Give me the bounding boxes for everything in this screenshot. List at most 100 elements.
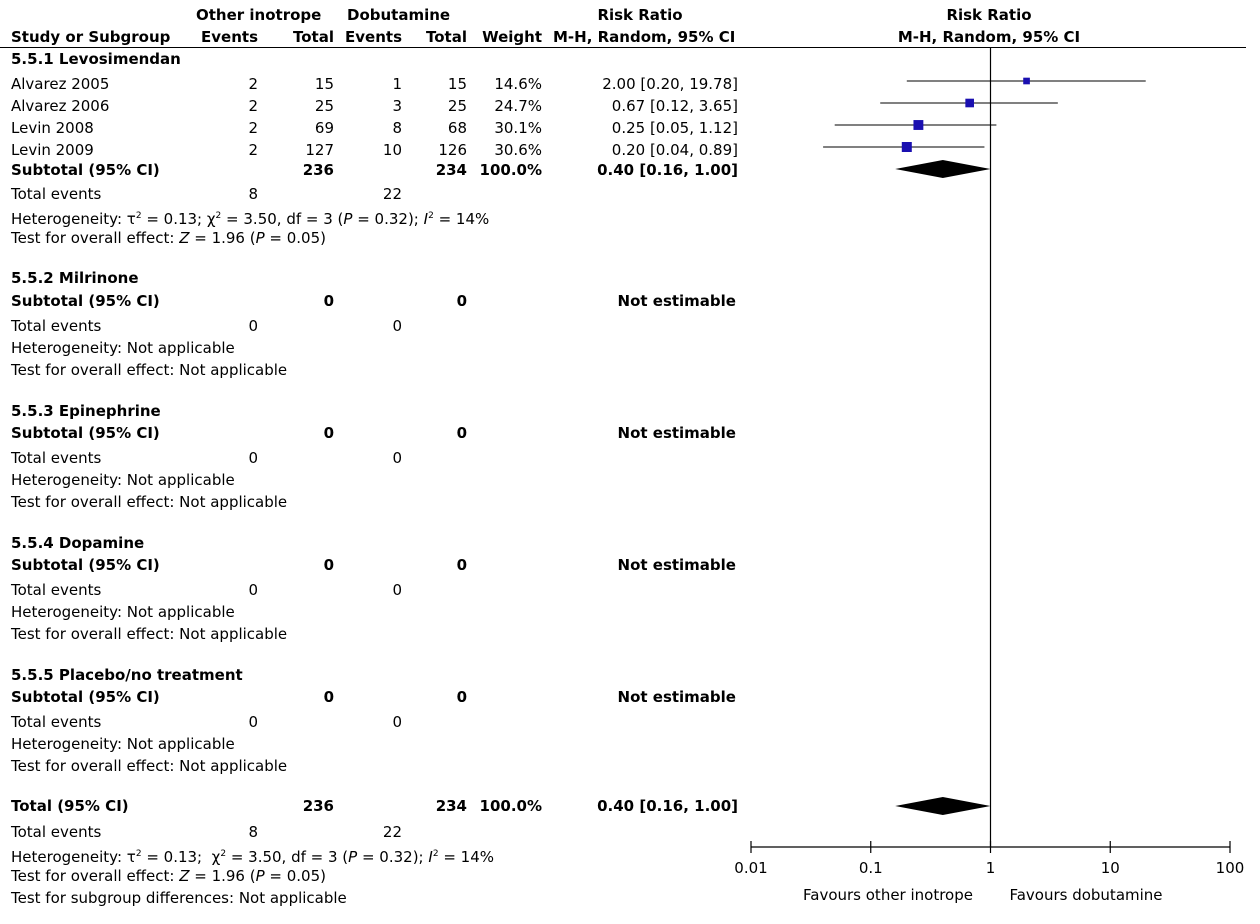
subgroup-title: 5.5.2 Milrinone	[11, 269, 139, 287]
col-total2: Total	[426, 28, 467, 46]
subtotal-label: Subtotal (95% CI)	[11, 556, 160, 574]
events2: 8	[392, 119, 402, 137]
subtotal-total2: 0	[456, 556, 467, 574]
total-events2: 0	[392, 317, 402, 335]
total-events2: 0	[392, 581, 402, 599]
risk-ratio: 2.00 [0.20, 19.78]	[602, 75, 738, 93]
col-study: Study or Subgroup	[11, 28, 171, 46]
overall-effect-text: Test for overall effect: Not applicable	[11, 361, 288, 379]
subtotal-rr: Not estimable	[617, 292, 736, 310]
total-rr: 0.40 [0.16, 1.00]	[597, 797, 738, 815]
events2: 1	[392, 75, 402, 93]
subgroup-title: 5.5.3 Epinephrine	[11, 402, 161, 420]
events1: 2	[248, 97, 258, 115]
heterogeneity-text: Heterogeneity: τ2 = 0.13; χ2 = 3.50, df …	[11, 210, 490, 228]
total-events2: 0	[392, 449, 402, 467]
total1: 15	[314, 75, 334, 93]
study-name: Levin 2009	[11, 141, 94, 159]
subtotal-total2: 0	[456, 292, 467, 310]
subtotal-rr: 0.40 [0.16, 1.00]	[597, 161, 738, 179]
rr-method: M-H, Random, 95% CI	[553, 28, 736, 46]
total-events-label: Total events	[11, 581, 102, 599]
total-label: Total (95% CI)	[11, 797, 129, 815]
subtotal-total1: 0	[323, 292, 334, 310]
subtotal-rr: Not estimable	[617, 424, 736, 442]
study-name: Levin 2008	[11, 119, 94, 137]
total2: 126	[438, 141, 467, 159]
study-marker	[965, 98, 974, 108]
weight: 24.7%	[494, 97, 542, 115]
study-marker	[901, 142, 912, 152]
total-events-label: Total events	[11, 449, 102, 467]
total-events1: 0	[248, 317, 258, 335]
x-tick-label: 10	[1101, 859, 1120, 877]
favours-left-label: Favours other inotrope	[803, 886, 973, 904]
total-events1: 0	[248, 449, 258, 467]
total1: 127	[305, 141, 334, 159]
x-tick-label: 100	[1216, 859, 1245, 877]
total-events1: 8	[248, 823, 258, 841]
weight: 14.6%	[494, 75, 542, 93]
total2: 15	[447, 75, 467, 93]
total2: 68	[447, 119, 467, 137]
favours-right-label: Favours dobutamine	[1009, 886, 1162, 904]
events1: 2	[248, 141, 258, 159]
subtotal-diamond	[895, 160, 991, 178]
subtotal-total2: 0	[456, 424, 467, 442]
subtotal-total2: 0	[456, 688, 467, 706]
total-total1: 236	[302, 797, 334, 815]
subtotal-label: Subtotal (95% CI)	[11, 161, 160, 179]
col-weight: Weight	[482, 28, 542, 46]
risk-ratio: 0.20 [0.04, 0.89]	[611, 141, 738, 159]
subtotal-rr: Not estimable	[617, 556, 736, 574]
group1-header: Other inotrope	[196, 6, 322, 24]
total-events2: 22	[382, 823, 402, 841]
total-weight: 100.0%	[479, 797, 542, 815]
weight: 30.1%	[494, 119, 542, 137]
subgroup-differences-text: Test for subgroup differences: Not appli…	[11, 889, 347, 907]
rr-title: Risk Ratio	[597, 6, 683, 24]
overall-effect-text: Test for overall effect: Z = 1.96 (P = 0…	[11, 229, 326, 247]
x-tick-label: 1	[986, 859, 996, 877]
total-events2: 22	[382, 185, 402, 203]
subtotal-total1: 0	[323, 556, 334, 574]
total-events1: 8	[248, 185, 258, 203]
weight: 30.6%	[494, 141, 542, 159]
total-events1: 0	[248, 581, 258, 599]
overall-effect-text: Test for overall effect: Not applicable	[11, 757, 288, 775]
study-marker	[1023, 77, 1030, 85]
total-events-label: Total events	[11, 185, 102, 203]
heterogeneity-text: Heterogeneity: Not applicable	[11, 471, 235, 489]
total1: 69	[314, 119, 334, 137]
group2-header: Dobutamine	[347, 6, 451, 24]
events1: 2	[248, 75, 258, 93]
subtotal-weight: 100.0%	[479, 161, 542, 179]
x-tick-label: 0.1	[859, 859, 883, 877]
subtotal-total1: 0	[323, 424, 334, 442]
subgroup-title: 5.5.1 Levosimendan	[11, 50, 181, 68]
total1: 25	[314, 97, 334, 115]
subgroup-title: 5.5.5 Placebo/no treatment	[11, 666, 243, 684]
subtotal-label: Subtotal (95% CI)	[11, 292, 160, 310]
col-events1: Events	[201, 28, 258, 46]
risk-ratio: 0.67 [0.12, 3.65]	[611, 97, 738, 115]
x-tick-label: 0.01	[734, 859, 767, 877]
events1: 2	[248, 119, 258, 137]
heterogeneity-text: Heterogeneity: Not applicable	[11, 603, 235, 621]
total-events1: 0	[248, 713, 258, 731]
overall-effect-text: Test for overall effect: Not applicable	[11, 625, 288, 643]
total-events2: 0	[392, 713, 402, 731]
total-events-label: Total events	[11, 713, 102, 731]
heterogeneity-text: Heterogeneity: Not applicable	[11, 735, 235, 753]
overall-effect-text: Test for overall effect: Not applicable	[11, 493, 288, 511]
events2: 3	[392, 97, 402, 115]
subtotal-label: Subtotal (95% CI)	[11, 688, 160, 706]
overall-effect-text: Test for overall effect: Z = 1.96 (P = 0…	[11, 867, 326, 885]
header-rule	[0, 47, 1246, 48]
study-name: Alvarez 2006	[11, 97, 110, 115]
col-events2: Events	[345, 28, 402, 46]
total-events-label: Total events	[11, 317, 102, 335]
plot-title: Risk Ratio	[946, 6, 1032, 24]
subtotal-total1: 0	[323, 688, 334, 706]
